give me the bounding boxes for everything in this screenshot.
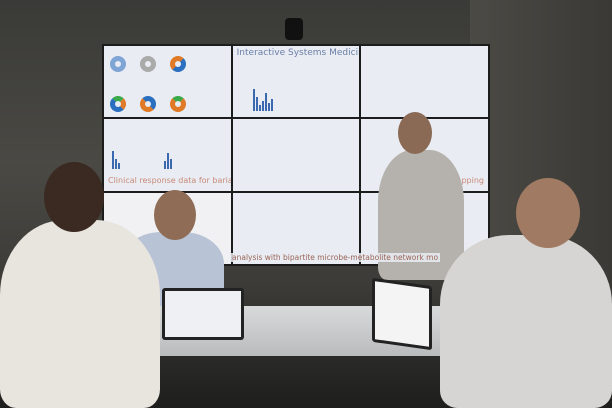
- donut-chart: [110, 56, 126, 72]
- seated-man-left-head: [44, 162, 104, 232]
- panel-title-clinical: Clinical response data for bariatric sur…: [108, 175, 231, 185]
- histogram: [252, 89, 273, 112]
- laptop: [162, 288, 244, 340]
- panel-title-main: Interactive Systems Medicine: [236, 48, 360, 58]
- dashboard-panel-bars: [232, 192, 360, 264]
- seated-man-right-head: [516, 178, 580, 248]
- dashboard-panel-title: Interactive Systems Medicine: [232, 46, 360, 118]
- donut-chart: [170, 56, 186, 72]
- panel-caption-mapping: mapping: [448, 175, 484, 185]
- donut-chart: [140, 96, 156, 112]
- laptop: [372, 277, 432, 351]
- histogram: [112, 150, 120, 169]
- dashboard-panel-histograms-2: [232, 119, 360, 191]
- panel-caption-network: analysis with bipartite microbe-metaboli…: [230, 253, 441, 262]
- dashboard-panel-histograms: Clinical response data for bariatric sur…: [104, 119, 231, 191]
- camera-icon: [285, 18, 303, 40]
- donut-chart: [170, 96, 186, 112]
- donut-chart: [110, 96, 126, 112]
- seated-man-right: [440, 235, 612, 408]
- donut-chart: [140, 56, 156, 72]
- presenter-head: [398, 112, 432, 154]
- seated-man-head: [154, 190, 196, 240]
- histogram: [164, 152, 172, 169]
- dashboard-panel-scatter: [361, 46, 488, 118]
- seated-man-left: [0, 220, 160, 408]
- dashboard-panel-donuts: [104, 46, 231, 118]
